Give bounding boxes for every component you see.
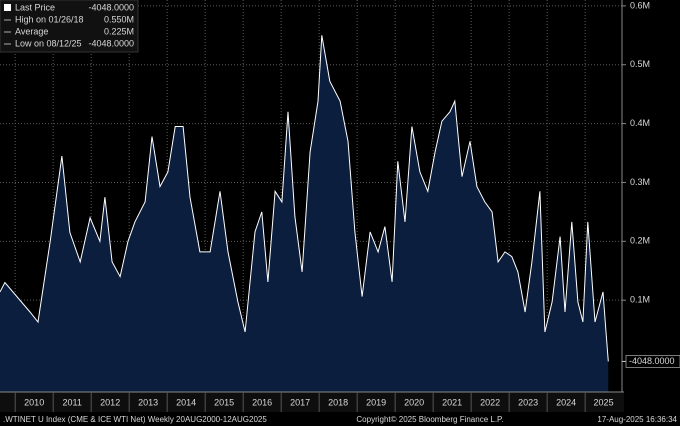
legend-value: 0.225M — [104, 26, 134, 36]
y-tick-label: 0.4M — [630, 118, 650, 128]
area — [0, 35, 609, 393]
x-tick-label: 2024 — [556, 397, 576, 407]
y-tick-label: 0.6M — [630, 0, 650, 10]
footer-left: .WTINET U Index (CME & ICE WTI Net) Week… — [3, 415, 267, 424]
y-tick-label: 0.1M — [630, 295, 650, 305]
legend-value: 0.550M — [104, 14, 134, 24]
x-tick-label: 2020 — [404, 397, 424, 407]
x-tick-label: 2025 — [594, 397, 614, 407]
x-tick-label: 2017 — [290, 397, 310, 407]
legend-label: Low on 08/12/25 — [15, 38, 82, 48]
y-tick-label: 0.5M — [630, 59, 650, 69]
y-tick-label: 0.3M — [630, 177, 650, 187]
x-tick-label: 2021 — [442, 397, 462, 407]
plot-area — [0, 0, 622, 393]
legend-swatch — [4, 4, 11, 11]
x-tick-label: 2023 — [518, 397, 538, 407]
legend-label: Average — [15, 26, 48, 36]
x-tick-label: 2011 — [63, 397, 82, 407]
x-tick-label: 2022 — [480, 397, 500, 407]
footer-right: 17-Aug-2025 16:36:34 — [597, 415, 677, 424]
x-tick-label: 2013 — [138, 397, 158, 407]
last-price-label: -4048.0000 — [629, 356, 675, 366]
last-price-box — [625, 355, 680, 368]
x-axis-strip — [0, 392, 624, 412]
line — [0, 35, 609, 362]
x-tick-label: 2010 — [24, 397, 44, 407]
legend-value: -4048.0000 — [88, 38, 134, 48]
x-tick-label: 2015 — [214, 397, 234, 407]
footer-center: Copyright© 2025 Bloomberg Finance L.P. — [356, 415, 503, 424]
x-tick-label: 2016 — [252, 397, 272, 407]
legend-label: High on 01/26/18 — [15, 14, 84, 24]
legend-box — [0, 0, 139, 53]
x-tick-label: 2018 — [328, 397, 348, 407]
legend-value: -4048.0000 — [88, 2, 134, 12]
legend-label: Last Price — [15, 2, 55, 12]
x-tick-label: 2019 — [366, 397, 386, 407]
y-tick-label: 0.2M — [630, 236, 650, 246]
x-tick-label: 2014 — [176, 397, 196, 407]
x-tick-label: 2012 — [100, 397, 120, 407]
